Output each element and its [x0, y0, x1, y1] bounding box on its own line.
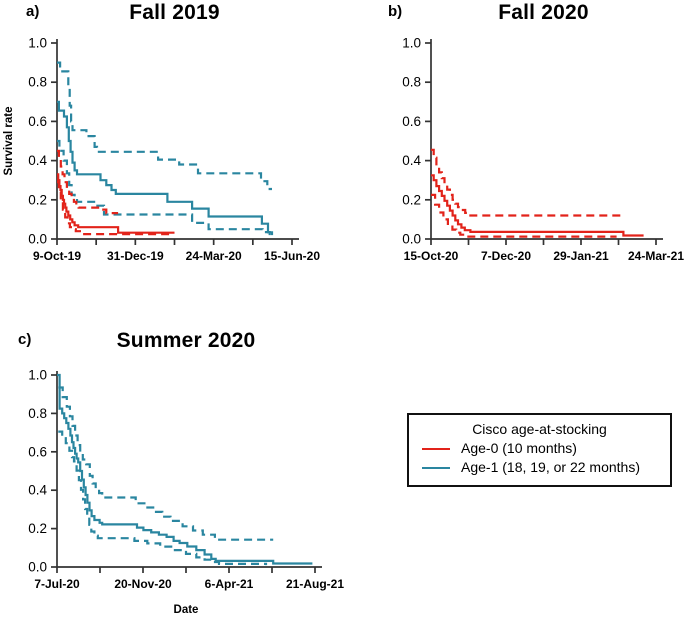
plot-2-series-ci-upper: [58, 386, 274, 541]
legend-box: Cisco age-at-stocking Age-0 (10 months) …: [407, 413, 672, 487]
plot-1-series-ci-upper: [431, 148, 625, 217]
date-axis-label: Date: [173, 604, 199, 616]
plot-0-ytick-label: 0.0: [28, 232, 47, 247]
legend-item-age0: Age-0 (10 months): [409, 441, 670, 456]
plot-2-ytick-label: 0.8: [28, 406, 47, 421]
plot-2-xtick-label: 6-Apr-21: [205, 577, 254, 591]
plot-0-xtick-label: 9-Oct-19: [33, 249, 81, 263]
plot-0-axes: [56, 39, 299, 240]
plot-1-xtick-label: 24-Mar-21: [628, 249, 684, 263]
legend-title: Cisco age-at-stocking: [472, 421, 607, 437]
plot-1-ytick-label: 0.8: [402, 75, 421, 90]
plot-2-ytick-label: 0.2: [28, 521, 47, 536]
panel-c-title: Summer 2020: [116, 329, 256, 352]
plot-0-ytick-label: 0.4: [28, 153, 47, 168]
plot-2-series-ci-lower: [58, 430, 268, 566]
plot-1-xtick-label: 7-Dec-20: [481, 249, 531, 263]
plot-1-xtick-label: 29-Jan-21: [553, 249, 609, 263]
plot-1-xtick-label: 15-Oct-20: [404, 249, 459, 263]
legend-item-age1-label: Age-1 (18, 19, or 22 months): [461, 459, 640, 475]
plot-0-series-ci-lower: [57, 181, 170, 236]
panel-b-letter: b): [388, 3, 403, 20]
plot-1-ytick-label: 0.4: [402, 153, 421, 168]
plot-0-series-estimate: [57, 100, 274, 236]
plot-0-ytick-label: 1.0: [28, 36, 47, 51]
plot-2-xtick-label: 21-Aug-21: [286, 577, 344, 591]
plot-1-ytick-label: 0.0: [402, 232, 421, 247]
plot-0-series-ci-upper: [57, 61, 272, 191]
plot-2-ytick-label: 0.6: [28, 444, 47, 459]
plot-1-series-ci-lower: [431, 193, 617, 238]
plot-1-ytick-label: 0.6: [402, 114, 421, 129]
plot-1-ytick-label: 0.2: [402, 192, 421, 207]
plot-0-ytick-label: 0.6: [28, 114, 47, 129]
plot-2-ytick-label: 1.0: [28, 368, 47, 383]
plot-2-series-estimate: [57, 373, 313, 565]
plot-2-ytick-label: 0.4: [28, 483, 47, 498]
age1-line-swatch: [422, 466, 450, 469]
plot-0-series-ci-lower: [57, 139, 271, 236]
plot-0-series-estimate: [57, 173, 175, 234]
plot-0-ytick-label: 0.8: [28, 75, 47, 90]
panel-a-letter: a): [26, 3, 40, 20]
plot-2-ytick-label: 0.0: [28, 560, 47, 575]
legend-item-age1: Age-1 (18, 19, or 22 months): [409, 460, 670, 475]
plot-0-xtick-label: 24-Mar-20: [186, 249, 242, 263]
legend-item-age0-label: Age-0 (10 months): [461, 440, 577, 456]
panel-a-title: Fall 2019: [129, 1, 220, 24]
panel-c-letter: c): [18, 331, 32, 348]
plot-0-xtick-label: 15-Jun-20: [264, 249, 320, 263]
plot-1-ytick-label: 1.0: [402, 36, 421, 51]
age0-line-swatch: [422, 447, 450, 450]
plot-1-series-estimate: [431, 174, 644, 237]
panel-b-title: Fall 2020: [498, 1, 589, 24]
plot-0-xtick-label: 31-Dec-19: [107, 249, 164, 263]
plot-0-series-ci-upper: [57, 149, 119, 215]
plot-0-ytick-label: 0.2: [28, 192, 47, 207]
plot-2-xtick-label: 7-Jul-20: [34, 577, 80, 591]
plot-2-xtick-label: 20-Nov-20: [114, 577, 172, 591]
